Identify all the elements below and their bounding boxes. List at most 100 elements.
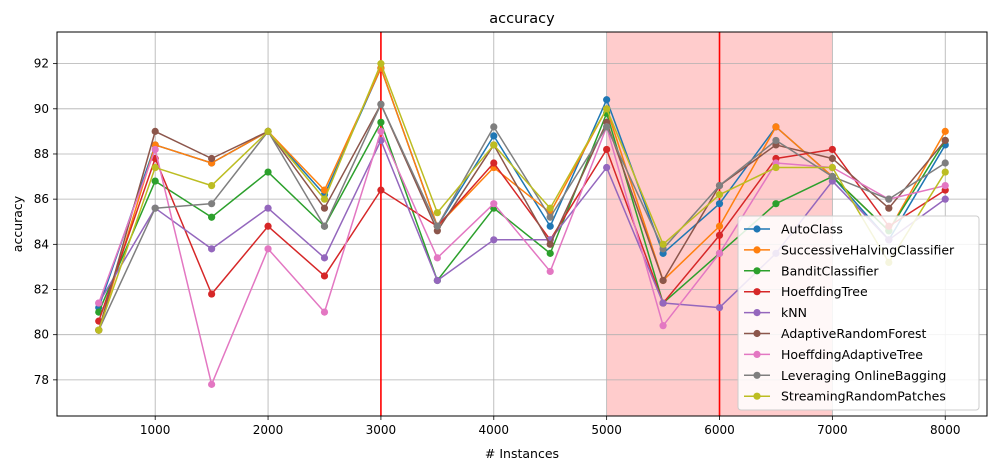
series-line	[98, 103, 946, 331]
series-line	[98, 126, 946, 386]
legend-marker	[753, 267, 761, 275]
data-point	[659, 276, 667, 285]
data-point	[264, 222, 272, 230]
data-point	[941, 182, 949, 190]
data-point	[546, 267, 554, 276]
x-tick-label: 3000	[366, 423, 397, 437]
data-point	[490, 159, 498, 167]
data-point	[264, 204, 272, 212]
legend: AutoClass SuccessiveHalvingClassifier Band…	[737, 215, 980, 411]
data-point	[490, 141, 498, 149]
x-tick-label: 6000	[704, 423, 735, 437]
data-point	[151, 163, 159, 172]
data-point	[715, 222, 724, 230]
data-point	[208, 182, 216, 190]
data-point	[320, 222, 329, 230]
data-point	[95, 299, 103, 307]
data-point	[320, 308, 329, 316]
data-point	[490, 200, 498, 208]
data-point	[715, 231, 724, 239]
y-tick-label: 80	[34, 328, 49, 342]
data-point	[320, 204, 329, 212]
data-point	[208, 154, 216, 163]
legend-label: SuccessiveHalvingClassifier	[781, 242, 955, 257]
legend-item: kNN	[744, 305, 807, 320]
data-point	[546, 240, 554, 248]
legend-marker	[753, 309, 761, 317]
data-point	[603, 123, 611, 131]
data-point	[377, 127, 385, 135]
data-point	[603, 105, 611, 113]
data-point	[433, 209, 441, 217]
chart-title: accuracy	[489, 11, 555, 27]
legend-item: HoeffdingTree	[744, 284, 868, 299]
data-point	[941, 127, 949, 135]
data-point	[603, 163, 611, 172]
data-point	[320, 186, 329, 194]
legend-marker	[753, 225, 761, 233]
series-line	[98, 62, 946, 331]
data-point	[264, 168, 272, 176]
data-point	[490, 132, 498, 140]
data-point	[377, 100, 385, 108]
y-tick-label: 82	[34, 283, 49, 297]
data-point	[828, 154, 836, 163]
data-point	[772, 163, 780, 172]
data-point	[377, 60, 385, 68]
data-point	[546, 204, 554, 212]
x-tick-label: 8000	[930, 423, 961, 437]
data-point	[715, 191, 724, 199]
x-tick-label: 4000	[479, 423, 510, 437]
data-point	[941, 168, 949, 176]
data-point	[490, 123, 498, 131]
data-point	[151, 204, 159, 212]
x-tick-label: 7000	[817, 423, 848, 437]
data-point	[208, 245, 216, 253]
y-axis-label: accuracy	[10, 195, 25, 252]
data-point	[151, 177, 159, 185]
legend-marker	[753, 246, 761, 254]
data-point	[208, 290, 216, 298]
x-tick-label: 5000	[591, 423, 622, 437]
data-series	[95, 60, 949, 388]
legend-label: HoeffdingAdaptiveTree	[781, 347, 923, 362]
data-point	[151, 145, 159, 154]
legend-item: AutoClass	[744, 222, 843, 237]
data-point	[320, 195, 329, 203]
data-point	[941, 195, 949, 203]
data-point	[208, 200, 216, 208]
legend-label: StreamingRandomPatches	[781, 389, 946, 404]
legend-marker	[753, 329, 761, 338]
data-point	[433, 254, 441, 262]
legend-label: kNN	[781, 305, 807, 320]
data-point	[433, 276, 441, 285]
data-point	[715, 303, 724, 312]
x-axis-ticks: 1000 2000 3000 4000 5000 6000 7000 8000	[140, 416, 961, 437]
y-tick-label: 92	[34, 57, 49, 71]
y-tick-label: 90	[34, 102, 49, 116]
data-point	[95, 326, 103, 334]
y-tick-label: 86	[34, 192, 49, 206]
data-point	[772, 136, 780, 145]
legend-label: AutoClass	[781, 222, 843, 237]
legend-label: Leveraging OnlineBagging	[781, 368, 946, 383]
x-axis-label: # Instances	[485, 446, 559, 461]
series-line	[98, 112, 946, 313]
y-axis-ticks: 78 80 82 84 86 88 90 92	[34, 57, 57, 387]
data-point	[320, 272, 329, 280]
data-point	[603, 145, 611, 154]
data-point	[828, 145, 836, 154]
x-tick-label: 2000	[253, 423, 284, 437]
legend-box	[737, 215, 980, 411]
data-point	[208, 213, 216, 221]
legend-label: HoeffdingTree	[781, 284, 868, 299]
data-point	[659, 240, 667, 248]
legend-item: StreamingRandomPatches	[744, 389, 946, 404]
legend-item: BanditClassifier	[744, 263, 879, 278]
data-point	[715, 182, 724, 190]
legend-item: SuccessiveHalvingClassifier	[744, 242, 955, 257]
data-point	[885, 195, 893, 203]
data-point	[546, 222, 554, 230]
series-streamingrandompatches	[95, 60, 949, 334]
